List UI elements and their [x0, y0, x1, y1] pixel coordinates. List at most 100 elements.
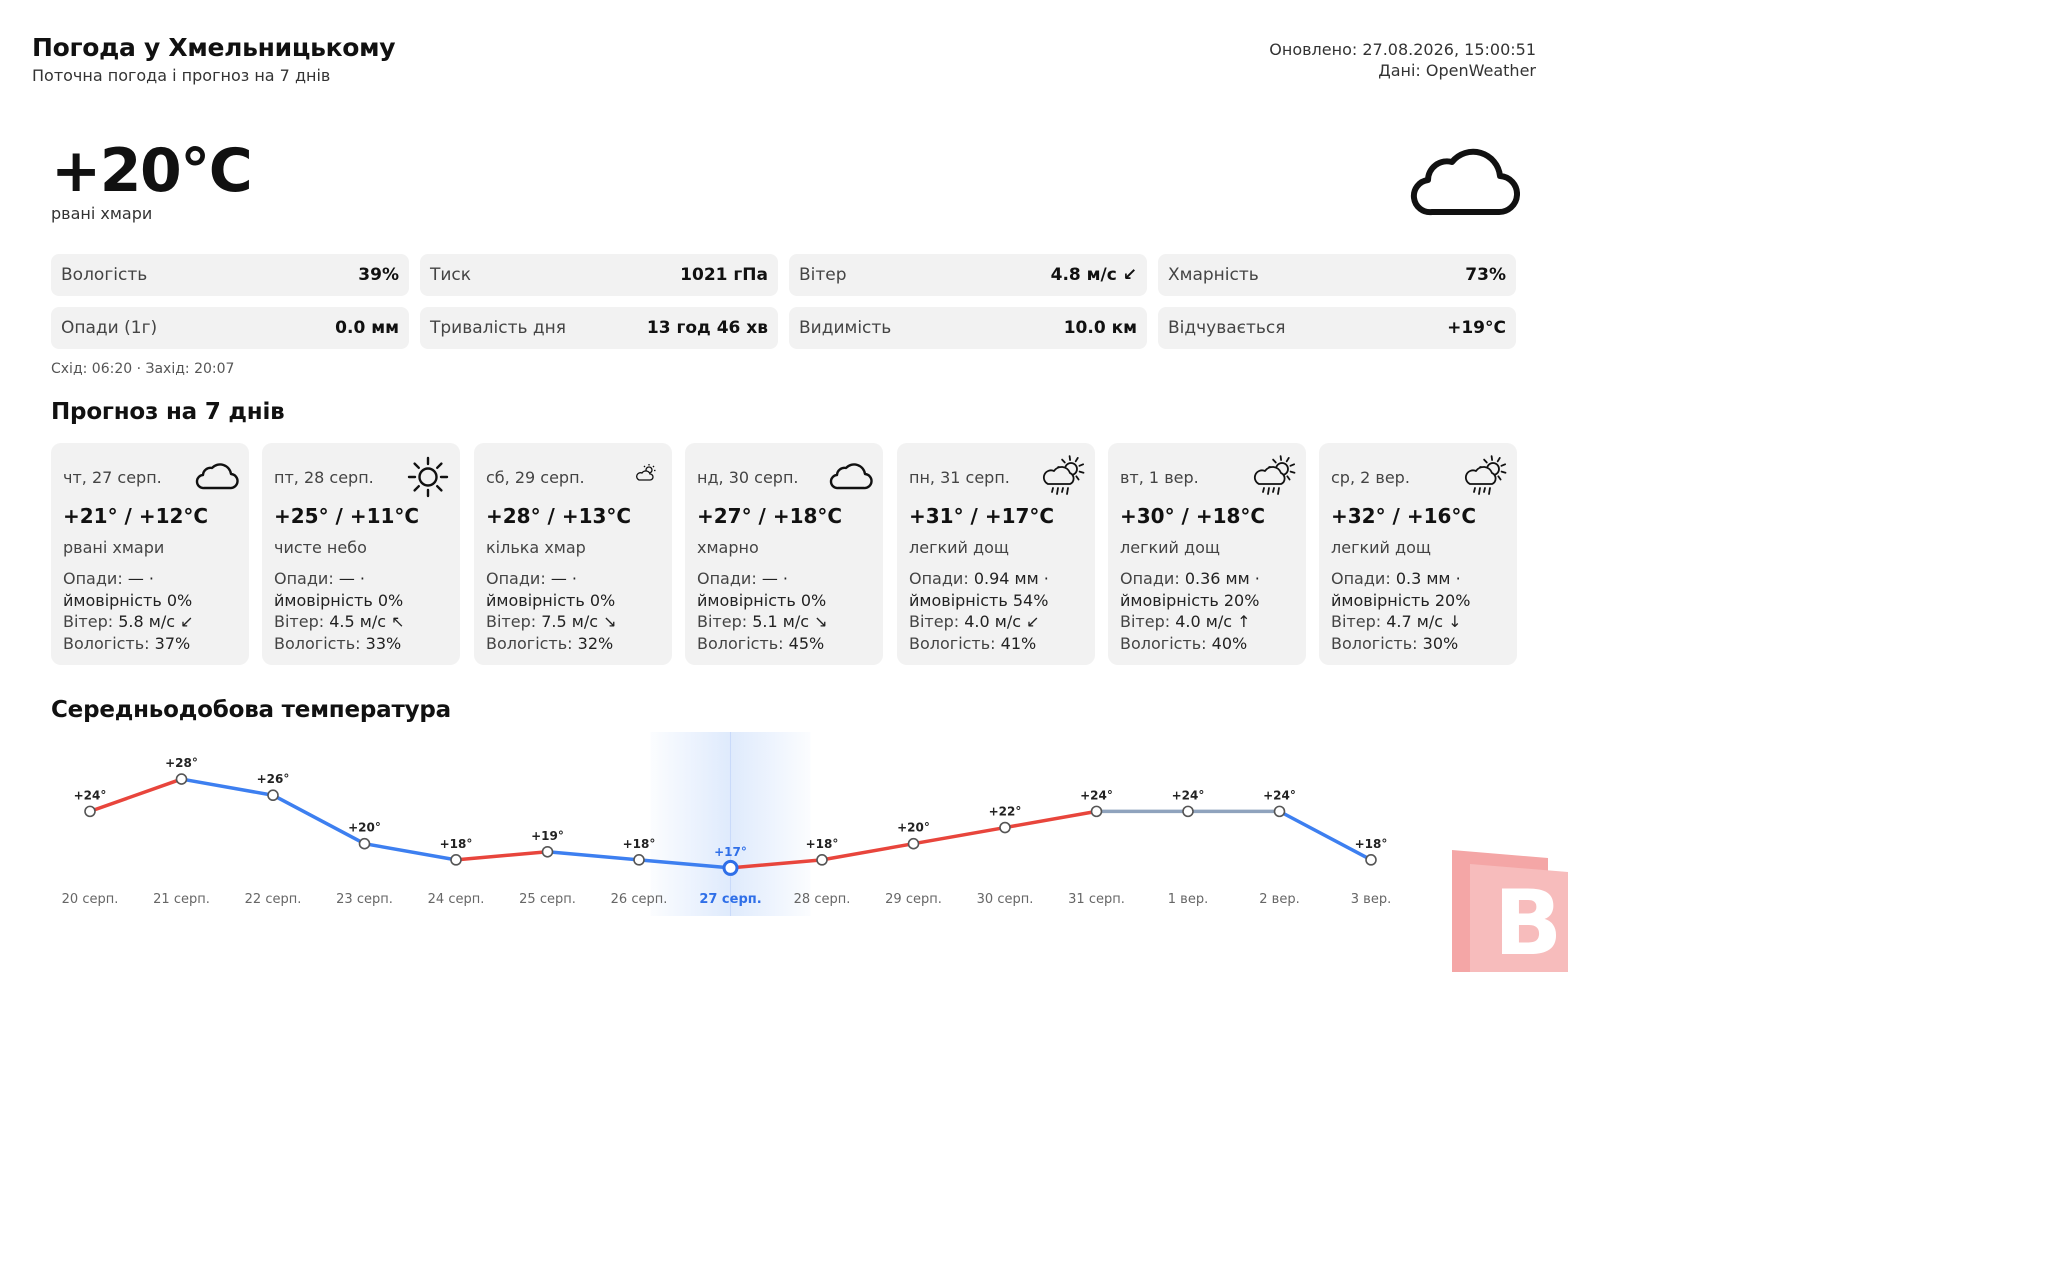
data-point[interactable]	[816, 854, 828, 866]
data-point[interactable]	[450, 854, 462, 866]
stat-label: Тиск	[430, 265, 472, 285]
forecast-humidity-line: Вологість: 30%	[1331, 633, 1470, 655]
forecast-temp: +30° / +18°C	[1120, 504, 1266, 528]
humidity-value: 40%	[1211, 633, 1248, 653]
x-tick-label: 30 серп.	[977, 892, 1034, 907]
data-point[interactable]	[722, 859, 739, 876]
data-label: +19°	[531, 829, 564, 843]
humidity-value: 45%	[788, 633, 825, 653]
stat-value: 4.8 м/с ↙	[1050, 265, 1137, 285]
data-label: +24°	[1263, 788, 1296, 802]
forecast-description: легкий дощ	[1331, 538, 1431, 557]
x-tick-label: 26 серп.	[611, 892, 668, 907]
stat-value: +19°C	[1447, 318, 1506, 338]
forecast-details: Опади: 0.94 мм · ймовірність 54% Вітер: 4.…	[909, 568, 1049, 654]
partly-cloudy-icon	[618, 455, 662, 499]
data-label: +18°	[440, 837, 473, 851]
forecast-card: сб, 29 серп. +28° / +13°C кілька хмар Опади…	[474, 443, 672, 665]
humidity-value: 37%	[154, 633, 191, 653]
sun-rain-icon	[1463, 455, 1507, 499]
sun-rain-icon	[1252, 455, 1296, 499]
stat-value: 1021 гПа	[680, 265, 768, 285]
wind-value: 4.0 м/с ↑	[1175, 612, 1251, 631]
prob-label: ймовірність	[274, 590, 373, 610]
series-segment	[728, 858, 824, 870]
data-label: +20°	[897, 821, 930, 835]
precip-label: Опади:	[697, 569, 757, 588]
data-point[interactable]	[1182, 805, 1194, 818]
forecast-date: чт, 27 серп.	[63, 468, 162, 487]
prob-label: ймовірність	[697, 590, 796, 610]
data-point[interactable]	[999, 821, 1011, 834]
data-point[interactable]	[907, 837, 920, 850]
data-point[interactable]	[1365, 854, 1377, 866]
data-point[interactable]	[1090, 805, 1103, 818]
forecast-date: пн, 31 серп.	[909, 468, 1010, 487]
humidity-label: Вологість:	[274, 633, 361, 653]
stat-feels-like: Відчувається +19°C	[1158, 307, 1516, 349]
forecast-temp: +25° / +11°C	[274, 504, 420, 528]
precip-value: —	[338, 569, 355, 588]
current-temperature: +20°C	[51, 136, 253, 206]
forecast-description: рвані хмари	[63, 538, 165, 557]
x-tick-label: 24 серп.	[428, 892, 485, 907]
series-segment	[820, 841, 916, 862]
wind-label: Вітер:	[697, 612, 748, 631]
prob-value: 20%	[1223, 590, 1260, 610]
forecast-humidity-line: Вологість: 37%	[63, 633, 194, 655]
humidity-value: 32%	[577, 633, 614, 653]
stat-wind: Вітер 4.8 м/с ↙	[789, 254, 1147, 296]
wind-label: Вітер:	[909, 612, 960, 631]
data-point[interactable]	[541, 845, 554, 858]
wind-label: Вітер:	[274, 612, 325, 631]
forecast-wind-line: Вітер: 4.0 м/с ↙	[909, 611, 1049, 633]
stat-value: 73%	[1465, 265, 1506, 285]
wind-label: Вітер:	[1120, 612, 1171, 631]
data-point[interactable]	[175, 773, 188, 785]
x-tick-label: 25 серп.	[519, 892, 576, 907]
forecast-description: легкий дощ	[1120, 538, 1220, 557]
x-tick-label: 22 серп.	[245, 892, 302, 907]
series-segment	[637, 858, 733, 870]
data-point[interactable]	[358, 837, 371, 850]
data-point[interactable]	[267, 789, 279, 802]
stat-label: Хмарність	[1168, 265, 1259, 285]
cloud-icon	[1408, 142, 1521, 220]
forecast-description: легкий дощ	[909, 538, 1009, 557]
wind-value: 7.5 м/с ↘	[541, 612, 617, 631]
data-label: +17°	[714, 845, 747, 859]
data-label: +22°	[989, 805, 1022, 819]
precip-value: 0.36 мм	[1184, 569, 1250, 588]
forecast-temp: +32° / +16°C	[1331, 504, 1477, 528]
forecast-humidity-line: Вологість: 33%	[274, 633, 405, 655]
wind-label: Вітер:	[1331, 612, 1382, 631]
humidity-label: Вологість:	[1120, 633, 1207, 653]
forecast-prob-line: ймовірність 54%	[909, 590, 1049, 612]
stat-label: Вітер	[799, 265, 847, 285]
series-segment	[88, 777, 184, 814]
data-point[interactable]	[633, 854, 645, 866]
stat-label: Відчувається	[1168, 318, 1286, 338]
forecast-card: чт, 27 серп. +21° / +12°C рвані хмари Опади…	[51, 443, 249, 665]
data-point[interactable]	[84, 805, 96, 818]
prob-value: 20%	[1434, 590, 1471, 610]
forecast-precip-line: Опади: 0.94 мм ·	[909, 569, 1049, 588]
cloud-icon	[195, 455, 239, 499]
prob-label: ймовірність	[1120, 590, 1219, 610]
forecast-description: чисте небо	[274, 538, 367, 557]
series-segment	[271, 793, 367, 846]
wind-label: Вітер:	[486, 612, 537, 631]
wind-value: 4.0 м/с ↙	[964, 612, 1040, 631]
humidity-value: 30%	[1422, 633, 1459, 653]
data-point[interactable]	[1273, 805, 1286, 818]
x-tick-label: 2 вер.	[1259, 892, 1299, 907]
wind-value: 5.8 м/с ↙	[118, 612, 194, 631]
humidity-label: Вологість:	[63, 633, 150, 653]
x-tick-label: 1 вер.	[1168, 892, 1208, 907]
forecast-card: пт, 28 серп. +25° / +11°C чисте небо Опади:…	[262, 443, 460, 665]
forecast-details: Опади: — · ймовірність 0% Вітер: 7.5 м/с ↘…	[486, 568, 617, 654]
forecast-wind-line: Вітер: 7.5 м/с ↘	[486, 611, 617, 633]
forecast-card: ср, 2 вер. +32° / +16°C легкий дощ Опади: 0…	[1319, 443, 1517, 665]
precip-label: Опади:	[274, 569, 334, 588]
humidity-label: Вологість:	[1331, 633, 1418, 653]
